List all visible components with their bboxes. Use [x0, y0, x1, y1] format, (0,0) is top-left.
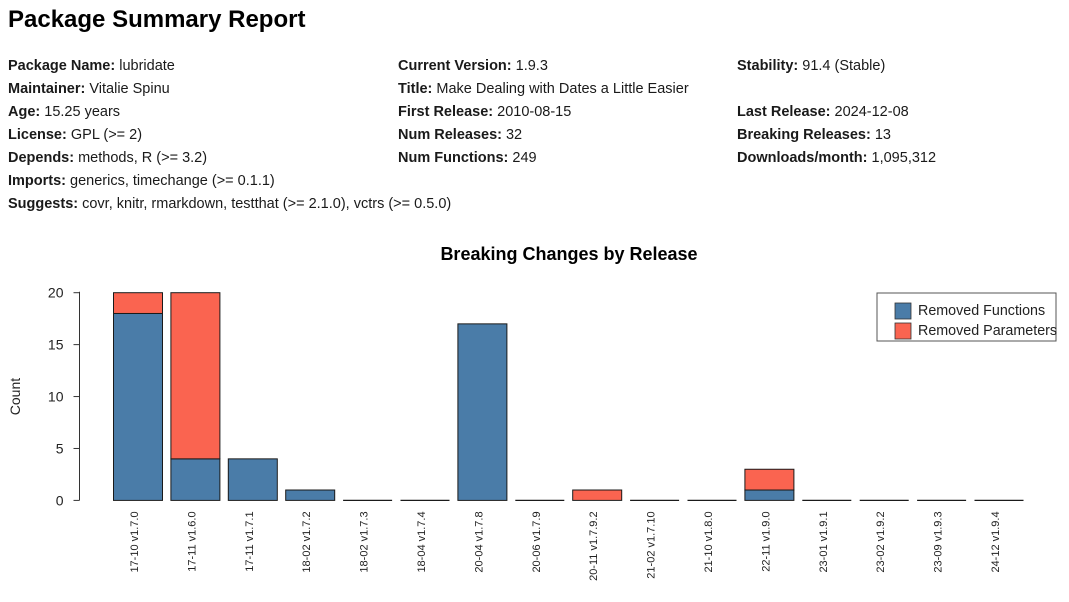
svg-text:18-04 v1.7.4: 18-04 v1.7.4	[416, 511, 428, 572]
svg-text:18-02 v1.7.3: 18-02 v1.7.3	[359, 511, 371, 572]
svg-text:21-10 v1.8.0: 21-10 v1.8.0	[703, 511, 715, 572]
svg-text:23-01 v1.9.1: 23-01 v1.9.1	[818, 511, 830, 572]
svg-text:20-04 v1.7.8: 20-04 v1.7.8	[473, 511, 485, 572]
svg-text:21-02 v1.7.10: 21-02 v1.7.10	[646, 511, 658, 578]
svg-text:Removed Parameters: Removed Parameters	[918, 323, 1057, 339]
svg-text:20-11 v1.7.9.2: 20-11 v1.7.9.2	[588, 511, 600, 581]
svg-text:17-11 v1.7.1: 17-11 v1.7.1	[244, 511, 256, 571]
svg-text:0: 0	[56, 492, 64, 508]
svg-text:5: 5	[56, 440, 64, 456]
svg-text:24-12 v1.9.4: 24-12 v1.9.4	[990, 511, 1002, 572]
svg-text:15: 15	[48, 337, 64, 353]
svg-text:18-02 v1.7.2: 18-02 v1.7.2	[301, 511, 313, 572]
svg-text:Count: Count	[7, 378, 23, 415]
svg-text:22-11 v1.9.0: 22-11 v1.9.0	[760, 511, 772, 571]
svg-text:17-11 v1.6.0: 17-11 v1.6.0	[186, 511, 198, 571]
svg-text:17-10 v1.7.0: 17-10 v1.7.0	[129, 511, 141, 572]
svg-text:20: 20	[48, 285, 64, 301]
svg-text:20-06 v1.7.9: 20-06 v1.7.9	[531, 511, 543, 572]
svg-text:10: 10	[48, 389, 64, 405]
svg-text:23-09 v1.9.3: 23-09 v1.9.3	[933, 511, 945, 572]
svg-text:Removed Functions: Removed Functions	[918, 303, 1045, 319]
svg-text:23-02 v1.9.2: 23-02 v1.9.2	[875, 511, 887, 572]
